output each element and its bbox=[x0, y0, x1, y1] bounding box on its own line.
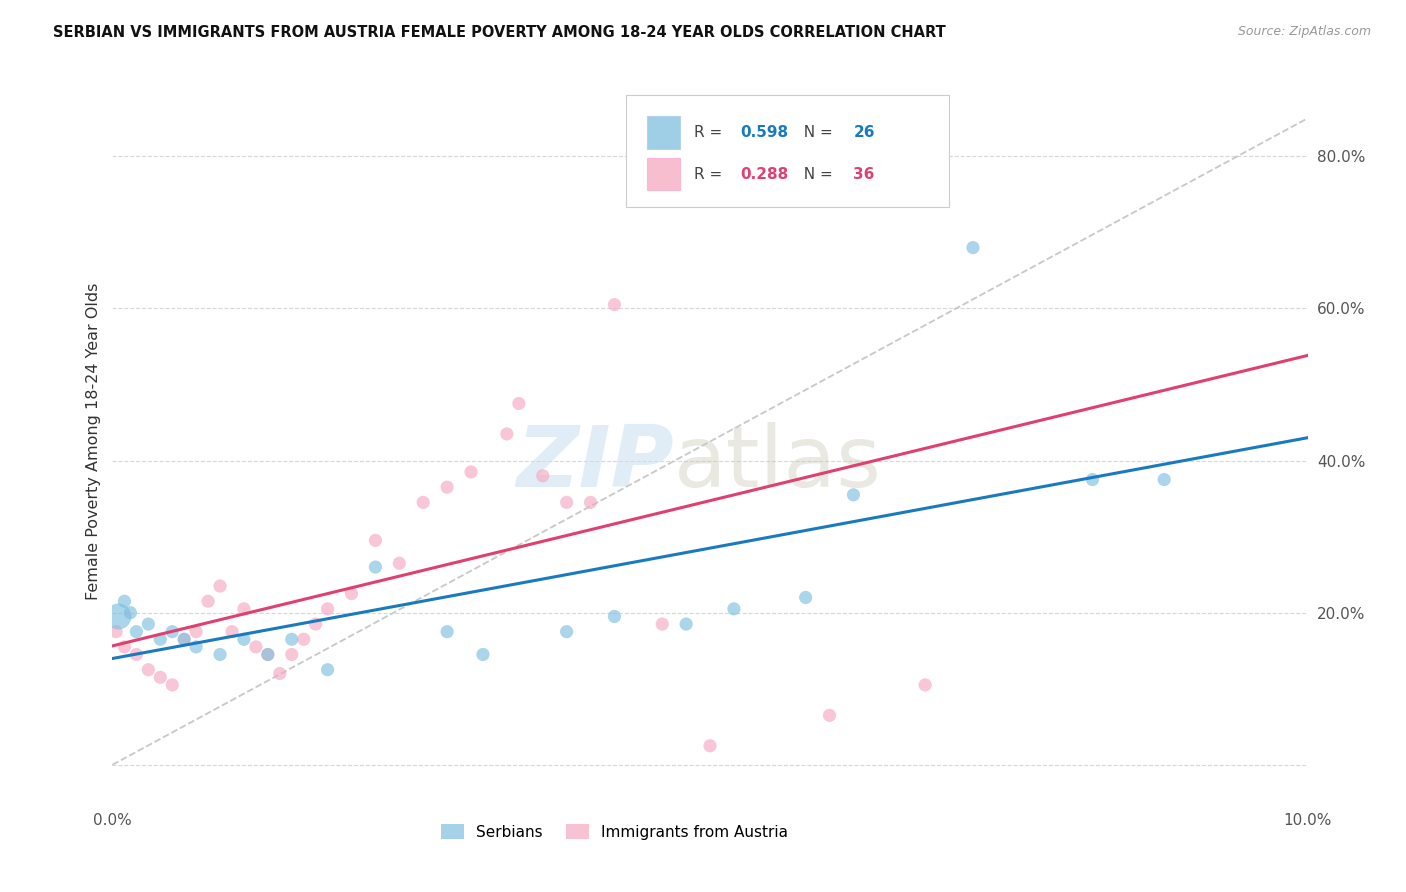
Point bbox=[794, 591, 817, 605]
Point bbox=[186, 640, 208, 654]
Point bbox=[281, 632, 304, 647]
Point bbox=[723, 602, 745, 616]
Point bbox=[340, 587, 363, 601]
Point bbox=[531, 468, 554, 483]
Point bbox=[316, 602, 339, 616]
Text: R =: R = bbox=[695, 125, 728, 140]
Point bbox=[107, 609, 129, 624]
Point bbox=[579, 495, 602, 509]
Point bbox=[209, 579, 232, 593]
Point bbox=[555, 624, 578, 639]
Text: N =: N = bbox=[794, 125, 838, 140]
Point bbox=[245, 640, 267, 654]
Text: 0.598: 0.598 bbox=[740, 125, 787, 140]
Point bbox=[675, 617, 697, 632]
Point bbox=[233, 632, 256, 647]
Point bbox=[962, 241, 984, 255]
Point bbox=[120, 606, 142, 620]
Text: R =: R = bbox=[695, 167, 728, 182]
Point bbox=[221, 624, 243, 639]
Text: 26: 26 bbox=[853, 125, 875, 140]
Y-axis label: Female Poverty Among 18-24 Year Olds: Female Poverty Among 18-24 Year Olds bbox=[86, 283, 101, 600]
Point bbox=[818, 708, 841, 723]
Point bbox=[105, 624, 128, 639]
Point bbox=[436, 480, 458, 494]
Text: 36: 36 bbox=[853, 167, 875, 182]
Point bbox=[436, 624, 458, 639]
Point bbox=[496, 426, 519, 441]
Point bbox=[186, 624, 208, 639]
Point bbox=[162, 678, 183, 692]
Point bbox=[138, 617, 160, 632]
FancyBboxPatch shape bbox=[627, 95, 949, 207]
Point bbox=[914, 678, 936, 692]
Text: Source: ZipAtlas.com: Source: ZipAtlas.com bbox=[1237, 25, 1371, 38]
Point bbox=[257, 648, 280, 662]
Point bbox=[209, 648, 232, 662]
Point bbox=[114, 594, 135, 608]
Point bbox=[699, 739, 721, 753]
FancyBboxPatch shape bbox=[647, 117, 681, 149]
Point bbox=[651, 617, 673, 632]
Point bbox=[173, 632, 195, 647]
Point bbox=[162, 624, 183, 639]
Point bbox=[305, 617, 328, 632]
Point bbox=[603, 298, 626, 312]
Point bbox=[388, 556, 411, 570]
Point bbox=[1153, 473, 1175, 487]
Point bbox=[114, 640, 135, 654]
Legend: Serbians, Immigrants from Austria: Serbians, Immigrants from Austria bbox=[434, 818, 794, 846]
Point bbox=[173, 632, 195, 647]
Point bbox=[233, 602, 256, 616]
Point bbox=[603, 609, 626, 624]
Point bbox=[138, 663, 160, 677]
Point bbox=[508, 396, 530, 410]
Point bbox=[149, 670, 172, 684]
Point bbox=[842, 488, 865, 502]
Point bbox=[125, 624, 148, 639]
Text: N =: N = bbox=[794, 167, 838, 182]
Point bbox=[460, 465, 482, 479]
Point bbox=[125, 648, 148, 662]
Point bbox=[257, 648, 280, 662]
Point bbox=[269, 666, 291, 681]
Point bbox=[364, 560, 387, 574]
Text: 0.288: 0.288 bbox=[740, 167, 789, 182]
Point bbox=[281, 648, 304, 662]
Point bbox=[149, 632, 172, 647]
Point bbox=[879, 107, 901, 121]
Point bbox=[292, 632, 315, 647]
FancyBboxPatch shape bbox=[647, 158, 681, 190]
Point bbox=[1081, 473, 1104, 487]
Text: SERBIAN VS IMMIGRANTS FROM AUSTRIA FEMALE POVERTY AMONG 18-24 YEAR OLDS CORRELAT: SERBIAN VS IMMIGRANTS FROM AUSTRIA FEMAL… bbox=[53, 25, 946, 40]
Point bbox=[412, 495, 434, 509]
Point bbox=[472, 648, 495, 662]
Point bbox=[555, 495, 578, 509]
Text: atlas: atlas bbox=[675, 422, 882, 505]
Point bbox=[316, 663, 339, 677]
Point bbox=[364, 533, 387, 548]
Point bbox=[197, 594, 219, 608]
Text: ZIP: ZIP bbox=[516, 422, 675, 505]
